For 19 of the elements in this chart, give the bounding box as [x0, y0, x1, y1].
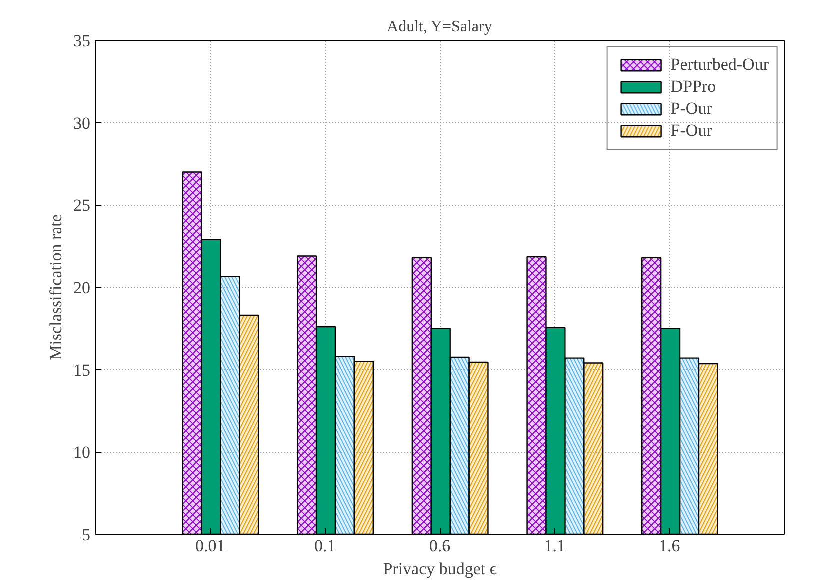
y-tick-label: 35	[74, 32, 90, 50]
legend-label: P-Our	[670, 99, 712, 119]
y-tick-label: 25	[74, 196, 90, 216]
y-tick-label: 20	[74, 278, 90, 298]
legend-label: Perturbed-Our	[670, 55, 769, 75]
x-tick-label: 1.6	[659, 536, 680, 556]
y-tick-label: 30	[74, 114, 90, 133]
y-tick-label: 10	[74, 443, 90, 462]
x-axis-title: Privacy budget ϵ	[383, 560, 497, 578]
x-tick-label: 1.1	[544, 536, 566, 556]
x-tick-label: 0.1	[314, 536, 336, 556]
legend-label: F-Our	[670, 121, 712, 141]
chart-title: Adult, Y=Salary	[387, 18, 492, 36]
x-tick-label: 0.01	[195, 536, 226, 556]
x-tick-label: 0.6	[429, 536, 451, 556]
y-tick-label: 15	[74, 360, 90, 380]
legend-label: DPPro	[670, 77, 716, 97]
y-axis-title: Misclassification rate	[46, 214, 66, 360]
y-tick-label: 5	[82, 526, 90, 544]
